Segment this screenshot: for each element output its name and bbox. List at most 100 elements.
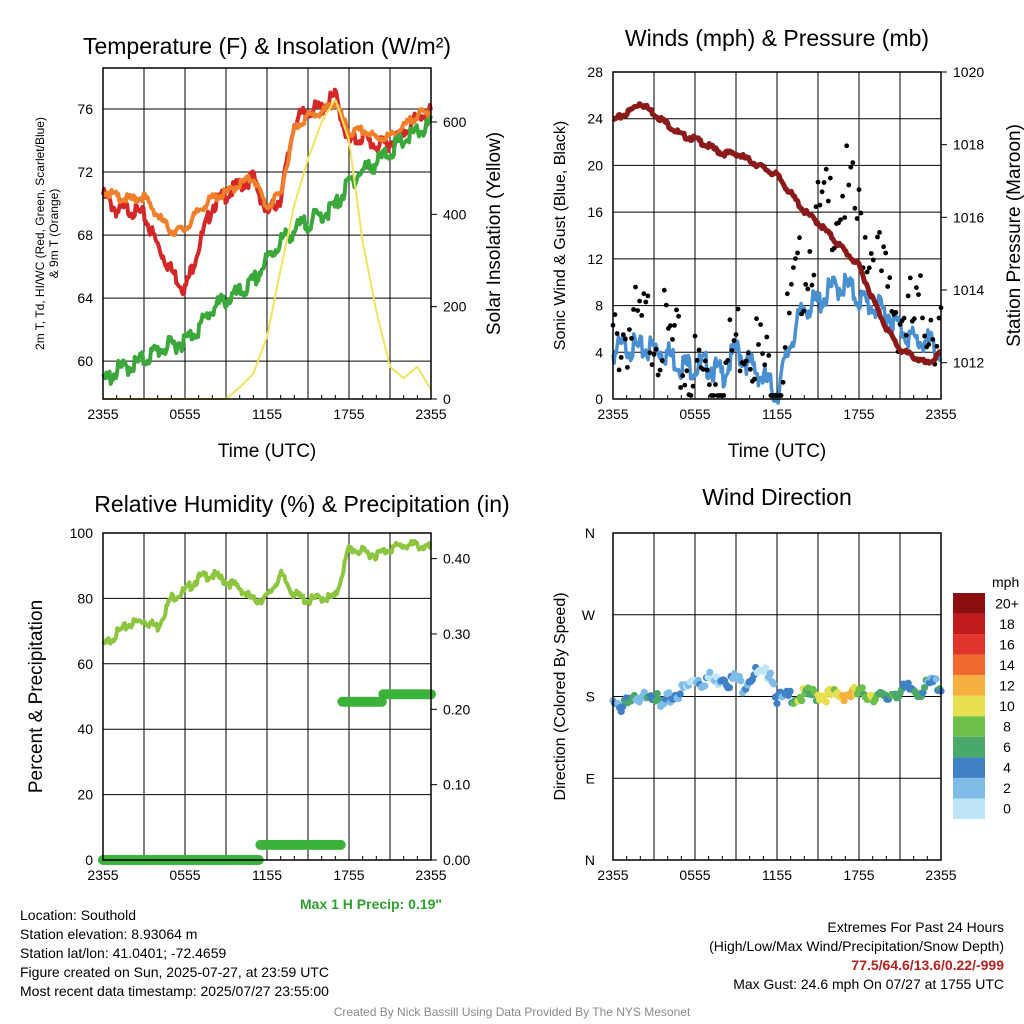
temp-title: Temperature (F) & Insolation (W/m²) <box>83 33 451 59</box>
gust-point <box>707 382 712 388</box>
colorbar-label: 6 <box>1003 739 1011 755</box>
gust-point <box>821 180 827 185</box>
temp-ytick-label: 72 <box>77 164 93 180</box>
gust-point <box>864 269 870 275</box>
colorbar-swatch <box>953 716 985 737</box>
gust-point <box>762 362 768 368</box>
temp-ylabel-line1: 2m T, Td, HI/WC (Red, Green, Scarlet/Blu… <box>33 117 47 350</box>
colorbar-label: 0 <box>1003 801 1011 817</box>
gust-point <box>702 358 708 364</box>
direction-point <box>725 684 734 692</box>
gust-point <box>846 182 852 188</box>
wind-ytick-label: 0 <box>595 391 603 407</box>
gust-point <box>789 281 794 287</box>
direction-point <box>773 699 781 708</box>
colorbar-swatch <box>953 675 985 696</box>
gust-point <box>694 358 700 363</box>
wind-ytick-label: 24 <box>587 111 603 127</box>
dir-xtick-label: 1755 <box>843 867 874 883</box>
speed-colorbar: mph 0 2 4 6 8 10 12 14 16 18 20+ <box>953 574 1019 819</box>
colorbar-label: 20+ <box>995 595 1019 611</box>
gust-point <box>797 235 802 241</box>
gust-point <box>918 273 923 278</box>
wind-ytick-right-label: 1020 <box>953 64 984 80</box>
gust-point <box>809 282 815 288</box>
gust-point <box>850 160 856 166</box>
dir-plot-border <box>612 532 942 861</box>
gust-point <box>680 373 686 379</box>
colorbar-swatch <box>953 757 985 778</box>
gust-point <box>643 299 649 305</box>
gust-point <box>612 312 618 317</box>
gust-point <box>842 215 848 221</box>
colorbar-swatch <box>953 593 985 614</box>
gust-point <box>936 315 942 321</box>
dir-xtick-label: 2355 <box>597 867 628 883</box>
credit-text: Created By Nick Bassill Using Data Provi… <box>333 1005 691 1019</box>
wind-ytick-label: 8 <box>595 298 603 314</box>
colorbar-swatch <box>953 798 985 819</box>
gust-point <box>661 287 667 293</box>
colorbar-swatch <box>953 613 985 635</box>
gust-point <box>813 204 819 210</box>
gust-point <box>713 382 718 387</box>
temp-plot-border <box>102 67 432 400</box>
gust-point <box>690 383 696 389</box>
gust-point <box>852 205 858 211</box>
gust-point <box>875 234 880 240</box>
direction-point <box>858 684 866 692</box>
temp-xtick-label: 2355 <box>415 406 446 422</box>
temp-ytick-right-label: 200 <box>443 299 467 315</box>
gust-point <box>670 337 675 342</box>
gust-point <box>766 353 772 358</box>
gust-point <box>743 358 749 364</box>
gust-point <box>674 307 679 313</box>
rh-line <box>101 538 432 646</box>
humidity-panel: Relative Humidity (%) & Precipitation (i… <box>26 491 510 883</box>
direction-point <box>770 680 778 688</box>
gust-point <box>870 257 876 263</box>
gust-point <box>838 217 843 223</box>
gust-point <box>655 372 661 378</box>
gust-point <box>700 367 706 372</box>
wind-ytick-right-label: 1018 <box>953 137 984 153</box>
gust-point <box>885 284 891 289</box>
gust-point <box>657 367 663 373</box>
temp-xtick-label: 1155 <box>252 406 282 422</box>
gust-point <box>827 175 833 181</box>
temp-xtick-label: 1755 <box>333 406 364 422</box>
gust-point <box>682 382 688 388</box>
temp-ytick-right-label: 400 <box>443 206 467 222</box>
gust-point <box>653 346 659 352</box>
gust-point <box>934 343 940 349</box>
dir-ytick-label: W <box>582 607 596 623</box>
temp-xtick-label: 2355 <box>87 406 118 422</box>
wind-ytick-right-label: 1012 <box>953 355 984 371</box>
rh-ytick-right-label: 0.00 <box>443 852 470 868</box>
gust-point <box>754 316 759 322</box>
gust-point <box>825 198 831 204</box>
rh-ytick-right-label: 0.40 <box>443 551 470 567</box>
colorbar-label: 12 <box>999 677 1015 693</box>
gust-point <box>729 348 735 353</box>
gust-point <box>711 393 716 398</box>
gust-point <box>737 368 743 374</box>
gust-point <box>805 286 811 292</box>
rh-xtick-label: 2355 <box>87 867 118 883</box>
gust-point <box>856 187 862 193</box>
temp-ytick-label: 60 <box>77 353 93 369</box>
gust-point <box>676 313 681 319</box>
dir-title: Wind Direction <box>702 484 852 510</box>
gust-point <box>688 393 694 398</box>
elevation-text: Station elevation: 8.93064 m <box>20 926 198 942</box>
gust-point <box>911 316 917 322</box>
gust-point <box>635 308 640 313</box>
direction-point <box>761 664 770 672</box>
wind-xtick-label: 0555 <box>679 406 710 422</box>
max-gust-text: Max Gust: 24.6 mph On 07/27 at 1755 UTC <box>733 976 1004 992</box>
temp-series-line-2 <box>101 115 433 386</box>
rh-ytick-label: 80 <box>77 590 93 606</box>
temperature-panel: Temperature (F) & Insolation (W/m²)2355 0… <box>33 33 505 462</box>
gust-point <box>893 310 899 315</box>
